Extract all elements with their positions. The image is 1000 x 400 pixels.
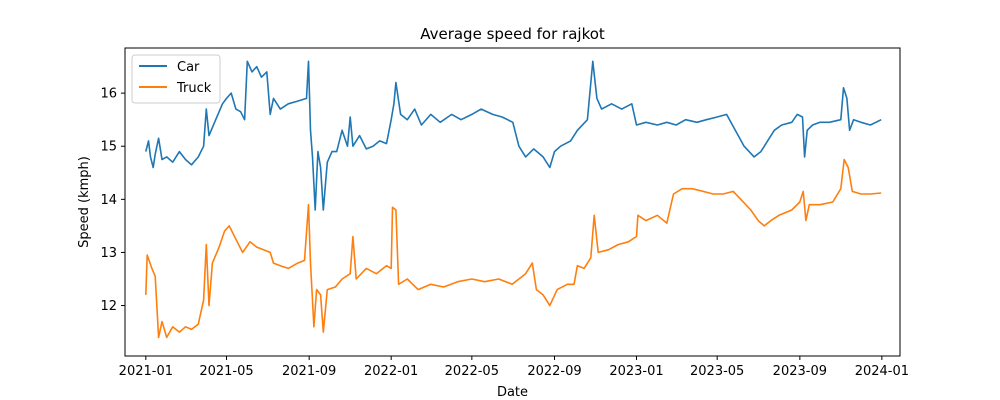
legend: Car Truck <box>131 54 221 104</box>
x-tick-label: 2024-01 <box>855 364 909 379</box>
x-axis: 2021-01 2021-05 2021-09 2022-01 2022-05 2022-… <box>119 356 909 379</box>
x-axis-label: Date <box>497 385 528 400</box>
chart-title: Average speed for rajkot <box>420 25 605 43</box>
series-line-truck <box>145 158 882 339</box>
series-line-car <box>145 60 882 211</box>
legend-label-truck: Truck <box>176 81 212 96</box>
plot-area-frame <box>124 47 901 357</box>
x-tick-label: 2022-09 <box>527 364 581 379</box>
x-tick-label: 2023-01 <box>609 364 663 379</box>
x-tick-label: 2022-01 <box>364 364 418 379</box>
y-tick-label: 13 <box>100 246 117 261</box>
x-tick-label: 2022-05 <box>445 364 499 379</box>
x-tick-label: 2021-01 <box>119 364 173 379</box>
x-tick-label: 2023-09 <box>773 364 827 379</box>
x-tick-label: 2023-05 <box>690 364 744 379</box>
y-tick-label: 12 <box>100 299 117 314</box>
series-layer <box>145 60 882 339</box>
x-tick-label: 2021-05 <box>199 364 253 379</box>
y-tick-label: 15 <box>100 140 117 155</box>
legend-label-car: Car <box>177 60 200 75</box>
y-axis: 12 13 14 15 16 <box>100 87 125 314</box>
x-tick-label: 2021-09 <box>282 364 336 379</box>
y-axis-label: Speed (kmph) <box>77 156 92 248</box>
y-tick-label: 16 <box>100 87 117 102</box>
y-tick-label: 14 <box>100 193 117 208</box>
